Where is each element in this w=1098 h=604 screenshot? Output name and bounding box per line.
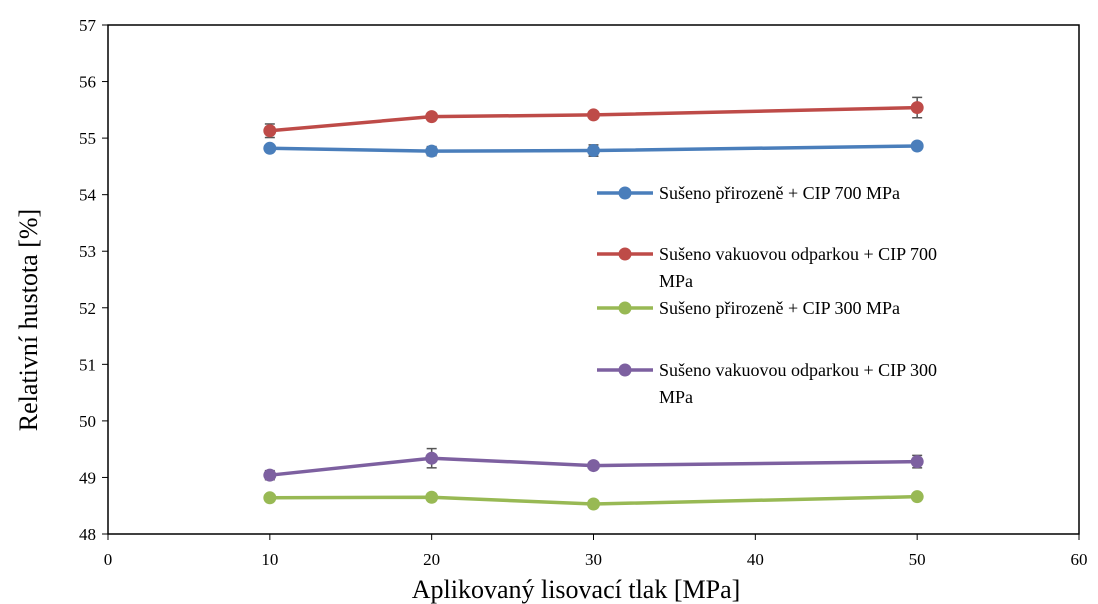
data-point — [425, 110, 439, 124]
x-tick-label: 50 — [909, 550, 926, 569]
x-tick-label: 30 — [585, 550, 602, 569]
legend-swatch-marker — [618, 363, 632, 377]
legend-item-3: Sušeno přirozeně + CIP 300 MPa — [597, 298, 900, 318]
y-tick-label: 56 — [79, 73, 96, 92]
x-axis-title: Aplikovaný lisovací tlak [MPa] — [412, 575, 741, 604]
y-tick-label: 57 — [79, 16, 97, 35]
data-point — [425, 144, 439, 158]
y-tick-label: 55 — [79, 129, 96, 148]
x-axis-ticks: 0 10 20 30 40 50 60 — [104, 534, 1088, 569]
data-point — [263, 491, 277, 505]
legend-item-4: Sušeno vakuovou odparkou + CIP 300 MPa — [597, 360, 937, 407]
legend-item-1: Sušeno přirozeně + CIP 700 MPa — [597, 183, 900, 203]
series-line — [269, 494, 918, 506]
y-tick-label: 51 — [79, 355, 96, 374]
data-point — [263, 141, 277, 155]
data-point — [263, 124, 277, 138]
legend-swatch-marker — [618, 247, 632, 261]
legend-label: Sušeno přirozeně + CIP 300 MPa — [659, 298, 900, 318]
series-line — [269, 105, 918, 133]
series-line — [269, 456, 918, 477]
series-layer — [263, 96, 924, 511]
y-tick-label: 49 — [79, 468, 96, 487]
legend-label: Sušeno vakuovou odparkou + CIP 700 — [659, 244, 937, 264]
legend-label: MPa — [659, 387, 693, 407]
x-tick-label: 0 — [104, 550, 113, 569]
legend-label: MPa — [659, 271, 693, 291]
x-tick-label: 40 — [747, 550, 764, 569]
data-point — [425, 451, 439, 465]
data-point — [587, 144, 600, 158]
data-point — [263, 468, 277, 482]
series-line — [269, 144, 918, 153]
x-tick-label: 60 — [1071, 550, 1088, 569]
data-point — [587, 459, 600, 473]
data-point — [910, 101, 924, 115]
x-tick-label: 20 — [423, 550, 440, 569]
y-axis-title: Relativní hustota [%] — [14, 209, 43, 431]
y-tick-label: 53 — [79, 242, 96, 261]
series-3 — [263, 490, 924, 511]
y-tick-label: 54 — [79, 186, 97, 205]
y-tick-label: 50 — [79, 412, 96, 431]
legend-label: Sušeno přirozeně + CIP 700 MPa — [659, 183, 900, 203]
x-tick-label: 10 — [261, 550, 278, 569]
y-tick-label: 48 — [79, 525, 96, 544]
data-point — [587, 497, 600, 511]
y-axis-ticks: 48 49 50 51 52 53 54 55 56 57 — [79, 16, 108, 544]
series-1 — [263, 139, 924, 158]
data-point — [910, 455, 924, 469]
series-2 — [263, 96, 924, 139]
legend-item-2: Sušeno vakuovou odparkou + CIP 700 MPa — [597, 244, 937, 291]
data-point — [910, 139, 924, 153]
series-4 — [263, 447, 924, 482]
data-point — [587, 108, 600, 122]
y-tick-label: 52 — [79, 299, 96, 318]
legend: Sušeno přirozeně + CIP 700 MPa Sušeno vak… — [597, 183, 937, 407]
data-point — [910, 490, 924, 504]
legend-swatch-marker — [618, 186, 632, 200]
legend-swatch-marker — [618, 301, 632, 315]
data-point — [425, 490, 439, 504]
legend-label: Sušeno vakuovou odparkou + CIP 300 — [659, 360, 937, 380]
